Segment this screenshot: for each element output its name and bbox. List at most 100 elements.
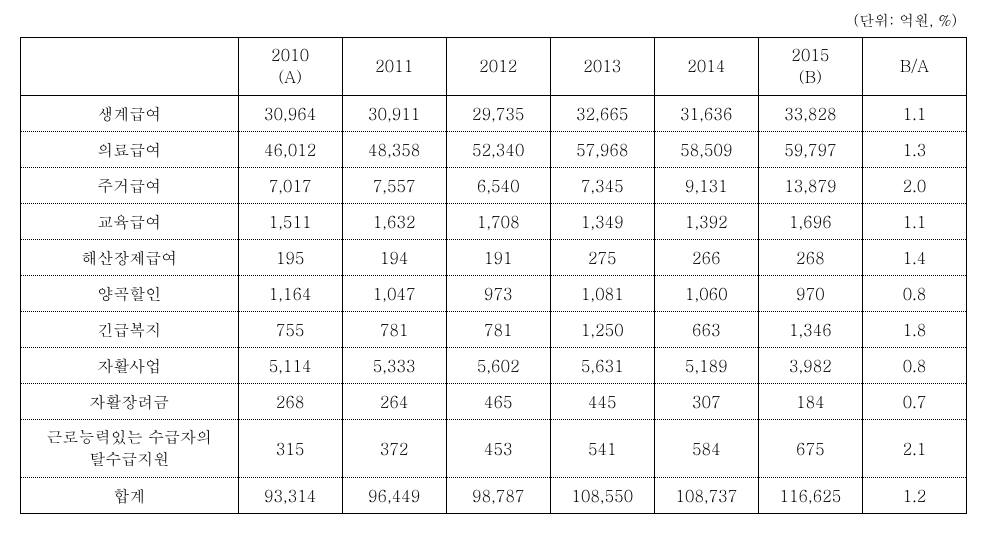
cell-value: 5,189 — [654, 347, 758, 383]
cell-value: 30,911 — [342, 95, 446, 131]
table-row: 양곡할인 1,164 1,047 973 1,081 1,060 970 0.8 — [21, 275, 967, 311]
table-header: 2010(A) 2011 2012 2013 2014 2015(B) B/A — [21, 38, 967, 96]
cell-value: 663 — [654, 311, 758, 347]
cell-value: 1,164 — [238, 275, 342, 311]
cell-value: 781 — [342, 311, 446, 347]
cell-value: 1,047 — [342, 275, 446, 311]
cell-value: 781 — [446, 311, 550, 347]
cell-ratio: 1.8 — [862, 311, 966, 347]
cell-value: 7,345 — [550, 167, 654, 203]
table-row: 긴급복지 755 781 781 1,250 663 1,346 1.8 — [21, 311, 967, 347]
table-row: 의료급여 46,012 48,358 52,340 57,968 58,509 … — [21, 131, 967, 167]
cell-value: 58,509 — [654, 131, 758, 167]
cell-value: 1,511 — [238, 203, 342, 239]
table-row: 자활사업 5,114 5,333 5,602 5,631 5,189 3,982… — [21, 347, 967, 383]
cell-value: 32,665 — [550, 95, 654, 131]
header-2013: 2013 — [550, 38, 654, 96]
cell-value: 3,982 — [758, 347, 862, 383]
cell-value: 5,333 — [342, 347, 446, 383]
table-row-total: 합계 93,314 96,449 98,787 108,550 108,737 … — [21, 477, 967, 513]
header-2014: 2014 — [654, 38, 758, 96]
header-2012: 2012 — [446, 38, 550, 96]
cell-value: 268 — [238, 383, 342, 419]
cell-value: 1,708 — [446, 203, 550, 239]
cell-value: 1,346 — [758, 311, 862, 347]
header-label — [21, 38, 239, 96]
cell-ratio: 0.8 — [862, 347, 966, 383]
cell-value: 1,081 — [550, 275, 654, 311]
cell-value: 184 — [758, 383, 862, 419]
cell-value: 108,550 — [550, 477, 654, 513]
cell-value: 31,636 — [654, 95, 758, 131]
cell-label: 자활사업 — [21, 347, 239, 383]
cell-value: 195 — [238, 239, 342, 275]
cell-ratio: 2.1 — [862, 419, 966, 477]
cell-value: 52,340 — [446, 131, 550, 167]
cell-value: 93,314 — [238, 477, 342, 513]
cell-label: 주거급여 — [21, 167, 239, 203]
cell-ratio: 1.1 — [862, 203, 966, 239]
cell-ratio: 0.8 — [862, 275, 966, 311]
cell-value: 307 — [654, 383, 758, 419]
cell-label: 근로능력있는 수급자의탈수급지원 — [21, 419, 239, 477]
cell-value: 6,540 — [446, 167, 550, 203]
cell-value: 7,557 — [342, 167, 446, 203]
cell-value: 5,602 — [446, 347, 550, 383]
cell-value: 541 — [550, 419, 654, 477]
header-2015: 2015(B) — [758, 38, 862, 96]
cell-label: 긴급복지 — [21, 311, 239, 347]
cell-label: 자활장려금 — [21, 383, 239, 419]
header-ratio: B/A — [862, 38, 966, 96]
cell-label: 교육급여 — [21, 203, 239, 239]
table-row: 주거급여 7,017 7,557 6,540 7,345 9,131 13,87… — [21, 167, 967, 203]
cell-value: 1,696 — [758, 203, 862, 239]
cell-label: 생계급여 — [21, 95, 239, 131]
cell-label: 양곡할인 — [21, 275, 239, 311]
cell-value: 194 — [342, 239, 446, 275]
cell-value: 30,964 — [238, 95, 342, 131]
cell-value: 191 — [446, 239, 550, 275]
unit-label: (단위: 억원, %) — [20, 10, 967, 31]
cell-label: 의료급여 — [21, 131, 239, 167]
cell-value: 5,114 — [238, 347, 342, 383]
cell-value: 1,392 — [654, 203, 758, 239]
cell-value: 675 — [758, 419, 862, 477]
cell-value: 33,828 — [758, 95, 862, 131]
header-row: 2010(A) 2011 2012 2013 2014 2015(B) B/A — [21, 38, 967, 96]
cell-value: 275 — [550, 239, 654, 275]
cell-value: 970 — [758, 275, 862, 311]
cell-value: 29,735 — [446, 95, 550, 131]
cell-ratio: 2.0 — [862, 167, 966, 203]
cell-value: 46,012 — [238, 131, 342, 167]
cell-value: 59,797 — [758, 131, 862, 167]
cell-value: 57,968 — [550, 131, 654, 167]
cell-ratio: 1.4 — [862, 239, 966, 275]
cell-value: 7,017 — [238, 167, 342, 203]
table-row: 근로능력있는 수급자의탈수급지원 315 372 453 541 584 675… — [21, 419, 967, 477]
cell-value: 264 — [342, 383, 446, 419]
cell-value: 48,358 — [342, 131, 446, 167]
cell-value: 973 — [446, 275, 550, 311]
cell-value: 1,250 — [550, 311, 654, 347]
cell-value: 755 — [238, 311, 342, 347]
header-2011: 2011 — [342, 38, 446, 96]
header-2010: 2010(A) — [238, 38, 342, 96]
cell-value: 116,625 — [758, 477, 862, 513]
cell-value: 1,632 — [342, 203, 446, 239]
table-row: 교육급여 1,511 1,632 1,708 1,349 1,392 1,696… — [21, 203, 967, 239]
cell-label: 합계 — [21, 477, 239, 513]
cell-value: 268 — [758, 239, 862, 275]
cell-ratio: 1.3 — [862, 131, 966, 167]
cell-ratio: 1.2 — [862, 477, 966, 513]
budget-table: 2010(A) 2011 2012 2013 2014 2015(B) B/A … — [20, 37, 967, 514]
cell-value: 372 — [342, 419, 446, 477]
cell-value: 465 — [446, 383, 550, 419]
table-body: 생계급여 30,964 30,911 29,735 32,665 31,636 … — [21, 95, 967, 513]
table-row: 생계급여 30,964 30,911 29,735 32,665 31,636 … — [21, 95, 967, 131]
cell-ratio: 0.7 — [862, 383, 966, 419]
cell-value: 315 — [238, 419, 342, 477]
cell-value: 266 — [654, 239, 758, 275]
cell-value: 1,060 — [654, 275, 758, 311]
cell-value: 584 — [654, 419, 758, 477]
table-row: 해산장제급여 195 194 191 275 266 268 1.4 — [21, 239, 967, 275]
